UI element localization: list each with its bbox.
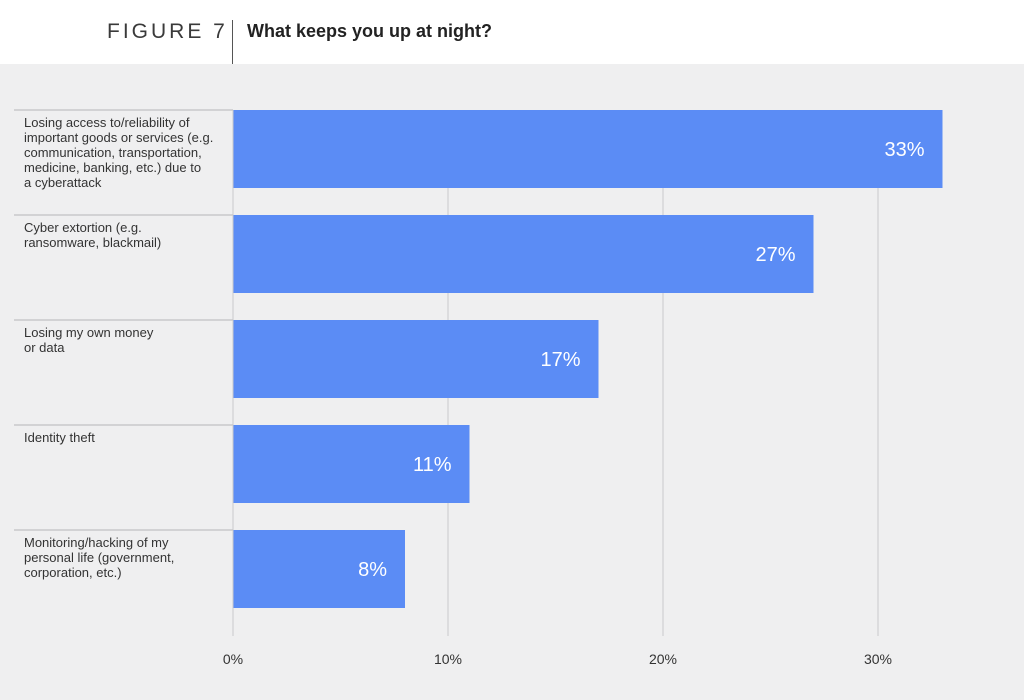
- x-tick-label: 0%: [223, 651, 243, 667]
- data-label: 33%: [884, 139, 924, 161]
- bar: [233, 425, 470, 503]
- category-label: Identity theft: [24, 430, 95, 445]
- category-label-line: Losing access to/reliability of: [24, 115, 190, 130]
- category-label-line: Monitoring/hacking of my: [24, 535, 169, 550]
- figure-number: FIGURE 7: [107, 20, 228, 43]
- data-label: 27%: [755, 244, 795, 266]
- category-label-line: a cyberattack: [24, 175, 102, 190]
- category-label-line: personal life (government,: [24, 550, 174, 565]
- category-label-line: ransomware, blackmail): [24, 235, 161, 250]
- plot-area: Losing access to/reliability of important…: [0, 64, 1024, 700]
- category-label: Losing my own money or data: [24, 325, 154, 355]
- category-label-line: corporation, etc.): [24, 565, 122, 580]
- x-tick-label: 20%: [649, 651, 677, 667]
- bar: [233, 320, 599, 398]
- category-label-line: Cyber extortion (e.g.: [24, 220, 142, 235]
- bar-chart: Losing access to/reliability of important…: [14, 109, 943, 667]
- x-tick-label: 30%: [864, 651, 892, 667]
- header-divider: [232, 20, 233, 64]
- data-label: 17%: [540, 349, 580, 371]
- data-label: 8%: [358, 559, 387, 581]
- category-label-line: important goods or services (e.g.: [24, 130, 213, 145]
- bar: [233, 110, 943, 188]
- category-label-line: or data: [24, 340, 65, 355]
- data-label: 11%: [413, 454, 452, 476]
- bar: [233, 215, 814, 293]
- category-label: Cyber extortion (e.g. ransomware, blackma…: [24, 220, 161, 250]
- figure-header: FIGURE 7 What keeps you up at night?: [0, 0, 1024, 64]
- chart-title: What keeps you up at night?: [247, 21, 493, 41]
- category-label-line: medicine, banking, etc.) due to: [24, 160, 201, 175]
- category-label: Monitoring/hacking of my personal life (g…: [24, 535, 174, 580]
- category-label-line: Identity theft: [24, 430, 95, 445]
- bar: [233, 530, 405, 608]
- category-label-line: communication, transportation,: [24, 145, 202, 160]
- x-tick-label: 10%: [434, 651, 462, 667]
- category-label: Losing access to/reliability of important…: [24, 115, 213, 190]
- category-label-line: Losing my own money: [24, 325, 154, 340]
